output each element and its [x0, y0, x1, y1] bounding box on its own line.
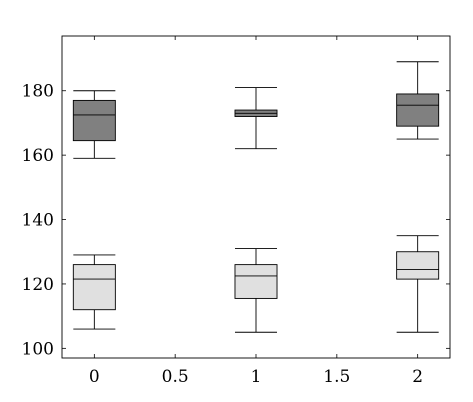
- x-tick-label: 0: [89, 367, 100, 387]
- y-tick-label: 100: [22, 339, 54, 359]
- box-plot-0-2: [396, 61, 440, 140]
- box-plot-1-0: [72, 254, 116, 330]
- y-tick-label: 160: [22, 146, 54, 166]
- x-tick-label: 2: [412, 367, 423, 387]
- chart-marks: [72, 61, 440, 333]
- x-tick-label: 1.5: [323, 367, 350, 387]
- box: [72, 264, 116, 311]
- box-plot-0-1: [234, 87, 278, 150]
- chart-axes: 0 0.5 1 1.5 2 100 120 140 160 180: [22, 35, 451, 387]
- y-tick-label: 180: [22, 82, 54, 102]
- box-plot-1-2: [396, 235, 440, 333]
- y-tick-label: 140: [22, 211, 54, 231]
- box-plot-1-1: [234, 248, 278, 333]
- x-tick-label: 0.5: [162, 367, 189, 387]
- box: [234, 264, 278, 299]
- box: [396, 93, 440, 127]
- box: [396, 251, 440, 280]
- x-tick-label: 1: [251, 367, 262, 387]
- box-plot-0-0: [72, 90, 116, 159]
- box: [72, 99, 116, 142]
- y-tick-label: 120: [22, 275, 54, 295]
